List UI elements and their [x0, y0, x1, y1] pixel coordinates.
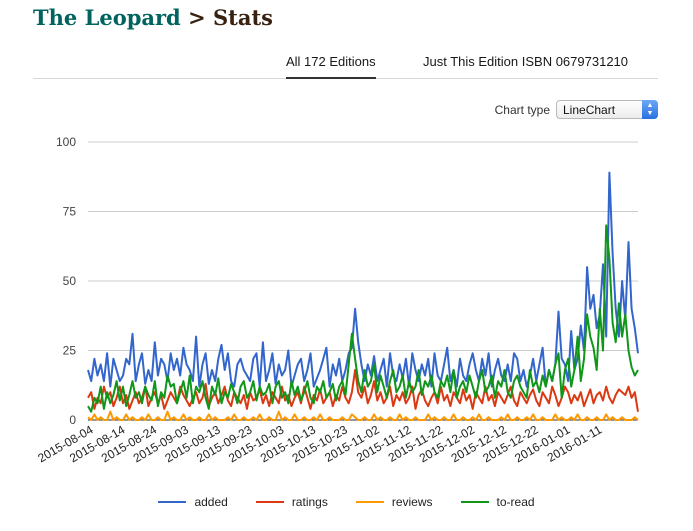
legend-swatch: [355, 501, 384, 503]
chart-type-select[interactable]: LineChart ▲ ▼: [556, 100, 658, 119]
stats-heading: Stats: [212, 5, 273, 30]
stats-line-chart: 02550751002015-08-042015-08-142015-08-24…: [35, 135, 639, 465]
chart-legend: added ratings reviews to-read: [0, 495, 693, 509]
legend-label: added: [194, 495, 228, 509]
legend-label: to-read: [496, 495, 535, 509]
legend-swatch: [460, 501, 489, 503]
legend-swatch: [158, 501, 187, 503]
page-title: The Leopard > Stats: [33, 5, 273, 30]
chart-type-value: LineChart: [563, 103, 616, 117]
legend-item-added: added: [158, 495, 228, 509]
tab-this-edition[interactable]: Just This Edition ISBN 0679731210: [423, 54, 629, 69]
legend-swatch: [255, 501, 284, 503]
legend-item-reviews: reviews: [355, 495, 433, 509]
legend-item-to-read: to-read: [460, 495, 535, 509]
legend-item-ratings: ratings: [255, 495, 328, 509]
tab-all-editions[interactable]: All 172 Editions: [286, 54, 376, 79]
y-tick-label: 0: [69, 413, 76, 427]
series-line-ratings: [87, 369, 639, 412]
y-tick-label: 100: [56, 135, 76, 149]
legend-label: ratings: [291, 495, 328, 509]
series-line-reviews: [87, 410, 639, 421]
y-tick-label: 50: [63, 274, 77, 288]
legend-label: reviews: [391, 495, 433, 509]
select-arrows-icon: ▲ ▼: [642, 100, 658, 119]
y-tick-label: 25: [63, 344, 77, 358]
series-line-added: [87, 171, 639, 388]
edition-tabs: All 172 Editions Just This Edition ISBN …: [33, 46, 658, 79]
book-title-link[interactable]: The Leopard: [33, 5, 181, 30]
title-separator: >: [188, 5, 206, 30]
y-tick-label: 75: [63, 205, 77, 219]
chart-type-control: Chart type LineChart ▲ ▼: [495, 100, 658, 119]
chart-type-label: Chart type: [494, 102, 550, 117]
series-line-to-read: [87, 224, 639, 413]
